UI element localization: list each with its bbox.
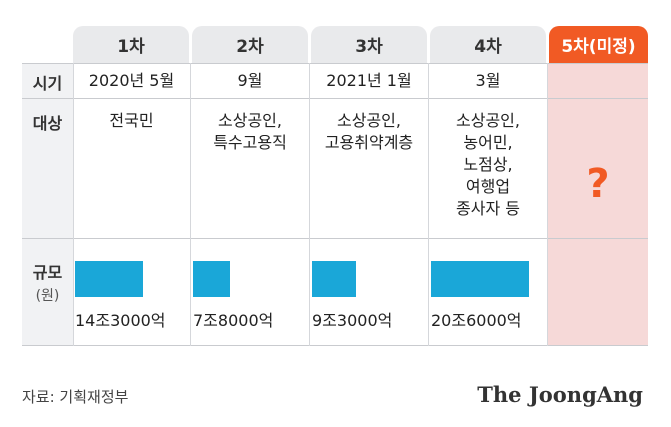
header-round-4: 4차 xyxy=(430,26,546,63)
header-round-1: 1차 xyxy=(73,26,189,63)
divider xyxy=(428,63,429,346)
amount-bar-round-1 xyxy=(75,261,143,297)
target-line: 농어민, xyxy=(463,133,513,152)
target-round-4: 소상공인, 농어민, 노점상, 여행업 종사자 등 xyxy=(429,110,547,220)
amount-label-round-2: 7조8000억 xyxy=(193,311,274,330)
amount-bar-round-3 xyxy=(312,261,356,297)
pending-column-bg xyxy=(548,63,648,346)
amount-bar-round-4 xyxy=(431,261,529,297)
publisher-logo: The JoongAng xyxy=(477,382,643,407)
target-line: 소상공인, xyxy=(337,111,401,130)
target-line: 여행업 xyxy=(465,177,511,196)
date-round-2: 9월 xyxy=(237,71,263,90)
amount-label-round-1: 14조3000억 xyxy=(75,311,166,330)
divider xyxy=(73,63,74,346)
divider xyxy=(309,63,310,346)
header-round-2: 2차 xyxy=(192,26,308,63)
row-label-scale-text: 규모 xyxy=(32,263,63,282)
target-line: 특수고용직 xyxy=(213,133,287,152)
divider xyxy=(190,63,191,346)
target-round-3: 소상공인, 고용취약계층 xyxy=(310,110,428,154)
pending-question-mark: ? xyxy=(586,161,610,207)
date-round-4: 3월 xyxy=(475,71,501,90)
header-round-3: 3차 xyxy=(311,26,427,63)
amount-label-round-4: 20조6000억 xyxy=(431,311,522,330)
amount-label-round-3: 9조3000억 xyxy=(312,311,393,330)
source-note: 자료: 기획재정부 xyxy=(22,388,129,406)
divider xyxy=(547,63,548,346)
relief-fund-table: 1차 2차 3차 4차 5차(미정) 시기 대상 규모 (원) 2020년 5월… xyxy=(22,26,648,346)
target-line: 소상공인, xyxy=(218,111,282,130)
target-line: 소상공인, xyxy=(456,111,520,130)
target-round-1: 전국민 xyxy=(73,110,190,132)
row-label-column xyxy=(22,63,73,346)
target-line: 노점상, xyxy=(463,155,513,174)
target-line: 고용취약계층 xyxy=(324,133,414,152)
row-label-scale: 규모 (원) xyxy=(22,259,73,305)
divider xyxy=(22,238,648,239)
target-line: 전국민 xyxy=(109,111,154,130)
amount-bar-round-2 xyxy=(193,261,230,297)
target-round-2: 소상공인, 특수고용직 xyxy=(191,110,309,154)
divider xyxy=(22,98,648,99)
row-label-target: 대상 xyxy=(32,114,63,133)
date-round-1: 2020년 5월 xyxy=(88,71,175,90)
divider xyxy=(22,63,648,64)
date-round-3: 2021년 1월 xyxy=(326,71,412,90)
target-line: 종사자 등 xyxy=(456,199,520,218)
divider xyxy=(22,345,648,346)
row-label-unit: (원) xyxy=(35,288,60,304)
header-round-5-pending: 5차(미정) xyxy=(549,26,648,63)
row-label-timing: 시기 xyxy=(32,74,63,93)
